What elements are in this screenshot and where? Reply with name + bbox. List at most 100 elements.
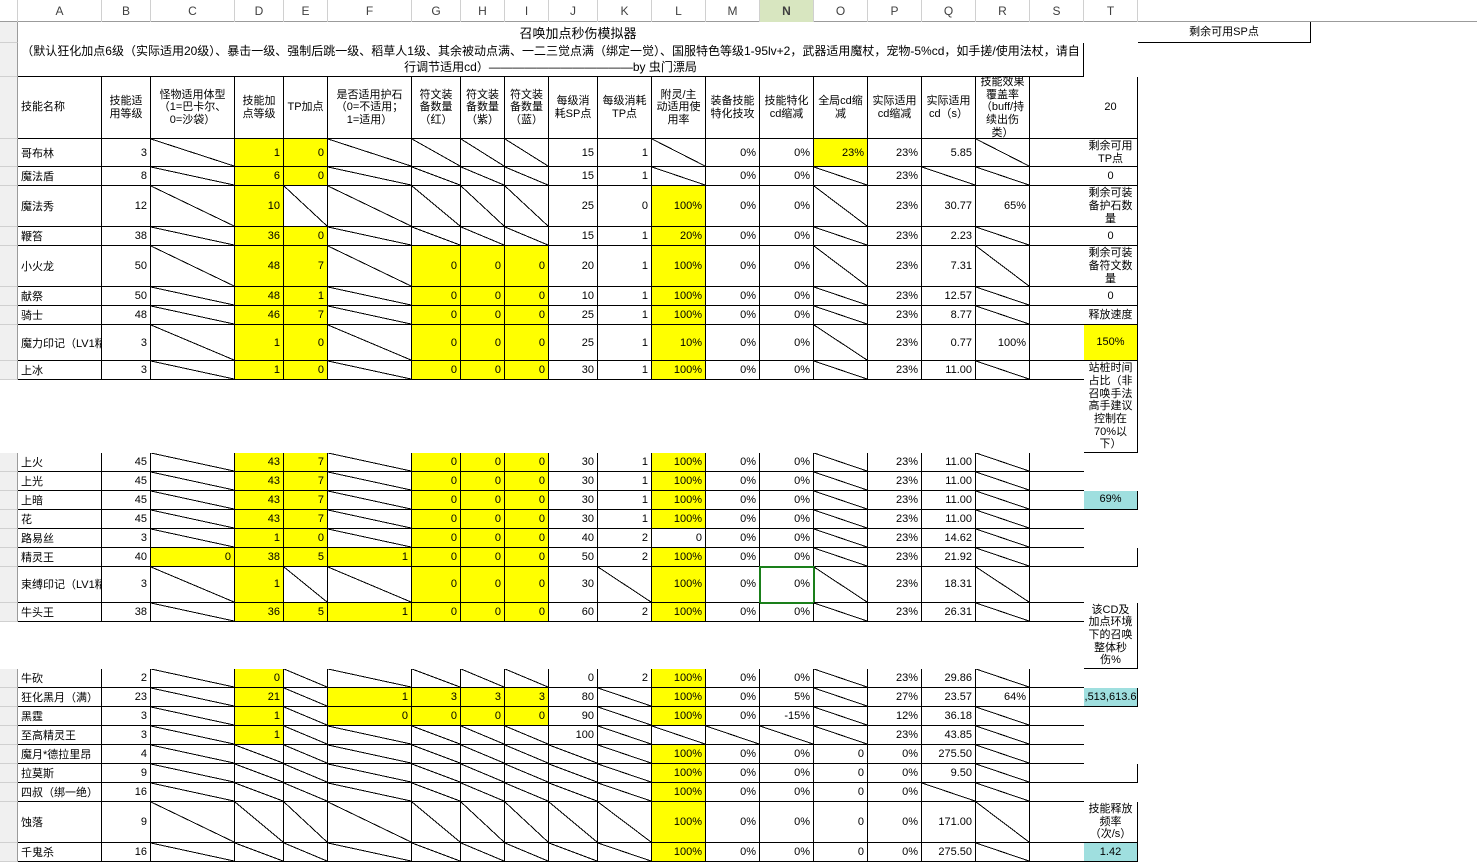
cell-O[interactable] — [814, 510, 868, 529]
cell-D[interactable]: 10 — [235, 186, 284, 227]
cell-R[interactable] — [976, 567, 1030, 603]
cell-D[interactable]: 1 — [235, 325, 284, 361]
cell-M[interactable]: 0% — [706, 745, 760, 764]
cell-C[interactable] — [151, 529, 235, 548]
col-letter[interactable]: N — [760, 0, 814, 22]
cell-I[interactable]: 0 — [505, 246, 549, 287]
cell-K[interactable]: 1 — [598, 361, 652, 380]
hdr-K[interactable]: 每级消耗TP点 — [598, 77, 652, 139]
side-cell[interactable]: 0 — [1084, 167, 1138, 186]
cell-A[interactable]: 路易丝 — [18, 529, 102, 548]
hdr-A[interactable]: 技能名称 — [18, 77, 102, 139]
col-letter[interactable]: M — [706, 0, 760, 22]
cell-P[interactable]: 23% — [868, 567, 922, 603]
cell-H[interactable] — [461, 764, 505, 783]
cell-I[interactable] — [505, 167, 549, 186]
cell-D[interactable]: 48 — [235, 287, 284, 306]
cell-Q[interactable]: 275.50 — [922, 745, 976, 764]
hdr-G[interactable]: 符文装备数量（红） — [412, 77, 461, 139]
cell-F[interactable] — [328, 167, 412, 186]
cell-F[interactable] — [328, 472, 412, 491]
cell-F[interactable] — [328, 783, 412, 802]
cell-G[interactable]: 0 — [412, 603, 461, 622]
cell-R[interactable]: 100% — [976, 325, 1030, 361]
cell-A[interactable]: 牛砍 — [18, 669, 102, 688]
cell-P[interactable]: 23% — [868, 510, 922, 529]
cell-A[interactable]: 上冰 — [18, 361, 102, 380]
cell-D[interactable] — [235, 764, 284, 783]
cell-H[interactable]: 0 — [461, 472, 505, 491]
cell-M[interactable]: 0% — [706, 707, 760, 726]
cell-A[interactable]: 拉莫斯 — [18, 764, 102, 783]
cell-N[interactable]: 0% — [760, 491, 814, 510]
cell-A[interactable]: 花 — [18, 510, 102, 529]
cell-C[interactable] — [151, 227, 235, 246]
cell-Q[interactable]: 0.77 — [922, 325, 976, 361]
cell-H[interactable]: 0 — [461, 453, 505, 472]
hdr-P[interactable]: 实际适用cd缩减 — [868, 77, 922, 139]
cell-Q[interactable]: 18.31 — [922, 567, 976, 603]
cell-D[interactable]: 48 — [235, 246, 284, 287]
cell-K[interactable]: 1 — [598, 167, 652, 186]
side-cell[interactable]: 150% — [1084, 325, 1138, 361]
cell-J[interactable]: 0 — [549, 669, 598, 688]
cell-G[interactable]: 0 — [412, 491, 461, 510]
cell-B[interactable]: 12 — [102, 186, 151, 227]
cell-J[interactable]: 25 — [549, 325, 598, 361]
cell-O[interactable] — [814, 361, 868, 380]
side-cell[interactable]: 剩余可用TP点 — [1084, 139, 1138, 167]
cell-E[interactable]: 7 — [284, 246, 328, 287]
cell-I[interactable]: 3 — [505, 688, 549, 707]
cell-B[interactable]: 50 — [102, 287, 151, 306]
cell-J[interactable]: 10 — [549, 287, 598, 306]
side-cell[interactable]: 该CD及加点环境下的召唤整体秒伤% — [1084, 603, 1138, 669]
cell-C[interactable] — [151, 246, 235, 287]
cell-C[interactable] — [151, 745, 235, 764]
cell-C[interactable] — [151, 843, 235, 862]
cell-D[interactable]: 43 — [235, 453, 284, 472]
cell-B[interactable]: 38 — [102, 603, 151, 622]
cell-C[interactable] — [151, 688, 235, 707]
cell-B[interactable]: 8 — [102, 167, 151, 186]
cell-E[interactable] — [284, 707, 328, 726]
cell-H[interactable] — [461, 745, 505, 764]
cell-L[interactable]: 100% — [652, 361, 706, 380]
cell-R[interactable] — [976, 472, 1030, 491]
cell-H[interactable] — [461, 227, 505, 246]
cell-Q[interactable]: 8.77 — [922, 306, 976, 325]
cell-Q[interactable]: 23.57 — [922, 688, 976, 707]
cell-P[interactable]: 23% — [868, 361, 922, 380]
cell-P[interactable]: 23% — [868, 287, 922, 306]
cell-N[interactable]: 0% — [760, 246, 814, 287]
cell-C[interactable] — [151, 306, 235, 325]
cell-F[interactable] — [328, 669, 412, 688]
side-sp-val[interactable]: 20 — [1084, 77, 1138, 139]
cell-K[interactable]: 2 — [598, 603, 652, 622]
cell-O[interactable] — [814, 287, 868, 306]
cell-P[interactable]: 23% — [868, 186, 922, 227]
cell-N[interactable]: 0% — [760, 139, 814, 167]
cell-G[interactable]: 0 — [412, 472, 461, 491]
cell-D[interactable]: 46 — [235, 306, 284, 325]
col-letter[interactable]: K — [598, 0, 652, 22]
col-letter[interactable]: B — [102, 0, 151, 22]
cell-B[interactable]: 3 — [102, 567, 151, 603]
cell-P[interactable]: 23% — [868, 726, 922, 745]
cell-J[interactable]: 80 — [549, 688, 598, 707]
cell-R[interactable] — [976, 764, 1030, 783]
cell-P[interactable]: 23% — [868, 548, 922, 567]
cell-B[interactable]: 4 — [102, 745, 151, 764]
col-letter[interactable]: E — [284, 0, 328, 22]
cell-O[interactable] — [814, 186, 868, 227]
cell-R[interactable] — [976, 802, 1030, 843]
cell-Q[interactable]: 29.86 — [922, 669, 976, 688]
cell-C[interactable] — [151, 603, 235, 622]
cell-L[interactable]: 100% — [652, 764, 706, 783]
cell-S[interactable] — [1030, 167, 1084, 186]
cell-P[interactable]: 23% — [868, 167, 922, 186]
cell-O[interactable]: 0 — [814, 843, 868, 862]
cell-E[interactable]: 0 — [284, 139, 328, 167]
cell-D[interactable]: 1 — [235, 707, 284, 726]
cell-I[interactable]: 0 — [505, 548, 549, 567]
cell-O[interactable] — [814, 167, 868, 186]
